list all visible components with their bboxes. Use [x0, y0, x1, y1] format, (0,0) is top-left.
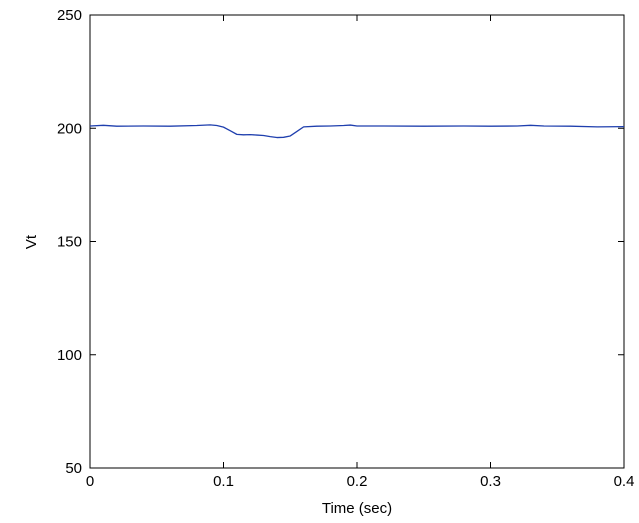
y-tick-label: 50 — [65, 460, 82, 477]
axis-ticks — [89, 14, 625, 469]
x-tick-label: 0 — [86, 473, 94, 490]
y-tick-label: 250 — [57, 7, 82, 24]
x-tick-label: 0.2 — [347, 473, 368, 490]
plot-area — [89, 14, 625, 469]
y-tick-label: 100 — [57, 347, 82, 364]
y-tick-label: 200 — [57, 120, 82, 137]
x-tick-label: 0.3 — [480, 473, 501, 490]
y-axis-label: Vt — [23, 234, 40, 249]
y-tick-label: 150 — [57, 234, 82, 251]
x-tick-label: 0.4 — [614, 473, 635, 490]
x-tick-label: 0.1 — [213, 473, 234, 490]
x-axis-label: Time (sec) — [322, 500, 392, 517]
axis-tick-labels: 0 0.1 0.2 0.3 0.4 50 100 150 200 250 — [57, 7, 634, 490]
series-line-1 — [89, 124, 625, 139]
data-series — [89, 124, 625, 139]
